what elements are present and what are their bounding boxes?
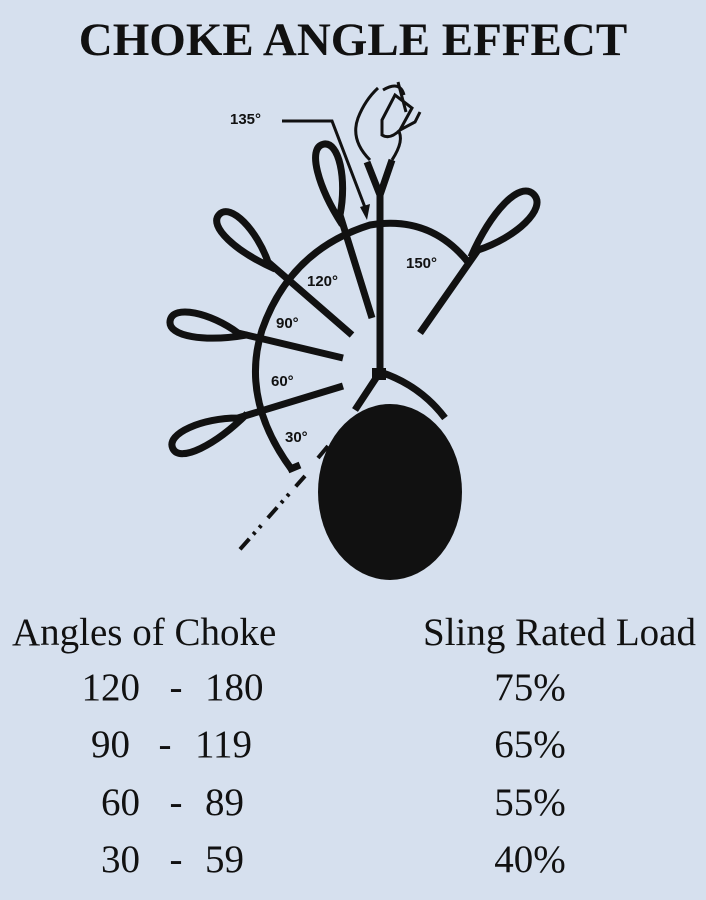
pointer-arrowhead	[360, 204, 370, 220]
angle-to: 89	[205, 781, 244, 824]
rated-load: 40%	[494, 838, 566, 881]
arc-end-tick	[286, 461, 302, 474]
sling-eye	[363, 158, 396, 197]
label-135: 135°	[230, 111, 261, 128]
label-150: 150°	[406, 255, 437, 272]
angle-to: 59	[205, 838, 244, 881]
page-title: CHOKE ANGLE EFFECT	[79, 14, 627, 66]
table-row: 30 - 59 40%	[101, 838, 566, 881]
angle-from: 30	[101, 838, 140, 881]
range-dash: -	[170, 838, 183, 881]
angle-arc	[251, 219, 471, 473]
range-dash: -	[170, 666, 183, 709]
loop-150	[417, 187, 541, 336]
loop-30	[168, 382, 345, 458]
table-row: 120 - 180 75%	[82, 666, 566, 709]
label-60: 60°	[271, 373, 294, 390]
rated-load: 75%	[494, 666, 566, 709]
angle-to: 119	[195, 723, 252, 766]
choke-diagram: 135° 150° 120° 90° 60° 30°	[166, 81, 541, 580]
dash-at-ball	[316, 444, 330, 460]
sling-loops	[166, 140, 541, 458]
table-row: 90 - 119 65%	[91, 723, 566, 766]
rated-load: 55%	[494, 781, 566, 824]
rated-load: 65%	[494, 723, 566, 766]
load-ball	[318, 404, 462, 580]
knot	[372, 368, 386, 380]
table-row: 60 - 89 55%	[101, 781, 566, 824]
135-pointer-line	[282, 119, 368, 211]
loop-90	[213, 208, 355, 338]
label-120: 120°	[307, 273, 338, 290]
header-angles: Angles of Choke	[12, 611, 276, 654]
range-dash: -	[170, 781, 183, 824]
loop-120	[312, 140, 376, 320]
angle-from: 90	[91, 723, 130, 766]
label-90: 90°	[276, 315, 299, 332]
range-dash: -	[159, 723, 172, 766]
angle-from: 60	[101, 781, 140, 824]
hand-icon	[354, 81, 422, 162]
header-load: Sling Rated Load	[423, 611, 696, 654]
angle-to: 180	[205, 666, 264, 709]
load-table: Angles of Choke Sling Rated Load 120 - 1…	[12, 611, 696, 881]
angle-from: 120	[82, 666, 141, 709]
dashed-line	[233, 474, 307, 557]
label-30: 30°	[285, 429, 308, 446]
loop-60	[166, 308, 344, 362]
